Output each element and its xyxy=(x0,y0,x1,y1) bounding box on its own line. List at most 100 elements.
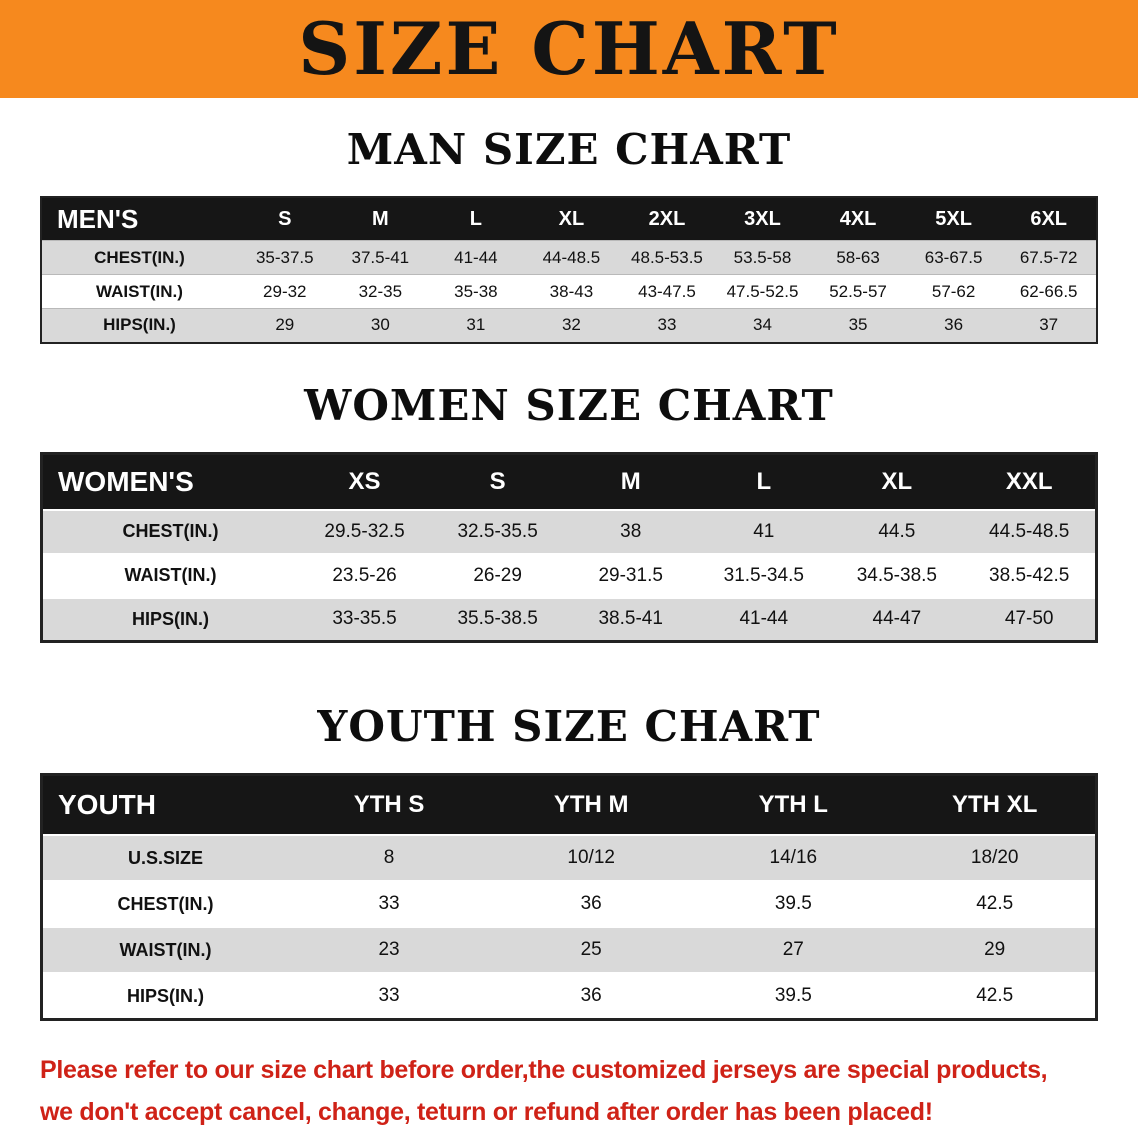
value-cell: 42.5 xyxy=(976,893,1014,915)
value-cell: 39.5 xyxy=(774,893,812,915)
banner-title: SIZE CHART xyxy=(298,6,840,91)
value-cell: 38.5-41 xyxy=(598,608,663,630)
size-header-row: YOUTH YTH S YTH M YTH L YTH XL xyxy=(41,774,1097,836)
size-header-row: WOMEN'S XS S M L XL XXL xyxy=(41,453,1097,510)
row-label-cell: CHEST(IN.) xyxy=(122,521,219,542)
value-cell: 44-47 xyxy=(872,608,922,630)
value-cell: 29 xyxy=(275,315,295,335)
measurement-row: WAIST(IN.) 23.5-26 26-29 29-31.5 31.5-34.5 34… xyxy=(41,553,1097,598)
value-cell: 35 xyxy=(848,315,868,335)
value-cell: 36 xyxy=(580,985,602,1007)
row-label-cell: WAIST(IN.) xyxy=(119,939,212,960)
disclaimer: Please refer to our size chart before or… xyxy=(40,1051,1138,1131)
row-label-cell: U.S.SIZE xyxy=(127,847,203,868)
value-cell: 32-35 xyxy=(358,281,403,301)
value-cell: 35.5-38.5 xyxy=(457,608,538,630)
measurement-row: U.S.SIZE 8 10/12 14/16 18/20 xyxy=(41,835,1097,882)
value-cell: 57-62 xyxy=(931,281,976,301)
value-cell: 47-50 xyxy=(1004,608,1054,630)
value-cell: 44.5-48.5 xyxy=(989,520,1070,542)
youth-section-heading: YOUTH SIZE CHART xyxy=(317,702,821,752)
size-label-cell: YTH M xyxy=(490,774,693,836)
value-cell: 36 xyxy=(944,315,964,335)
value-cell: 32 xyxy=(561,315,581,335)
disclaimer-line-1: Please refer to our size chart before or… xyxy=(40,1055,1048,1084)
value-cell: 37 xyxy=(1039,315,1059,335)
women-section-heading: WOMEN SIZE CHART xyxy=(304,380,834,430)
value-cell: 27 xyxy=(782,939,804,961)
value-cell: 43-47.5 xyxy=(638,281,696,301)
size-label-cell: YTH S xyxy=(288,774,491,836)
size-label-cell: XL xyxy=(830,453,964,510)
value-cell: 39.5 xyxy=(774,985,812,1007)
value-cell: 33-35.5 xyxy=(332,608,397,630)
value-cell: 34 xyxy=(753,315,772,335)
value-cell: 37.5-41 xyxy=(351,247,410,267)
value-cell: 48.5-53.5 xyxy=(631,247,703,267)
measurement-row: CHEST(IN.) 33 36 39.5 42.5 xyxy=(41,881,1097,928)
men-size-table: MEN'S S M L XL 2XL 3XL 4XL 5XL 6XL CHEST(IN.) 35-37… xyxy=(40,196,1098,344)
size-label-cell: S xyxy=(237,197,333,241)
measurement-row: HIPS(IN.) 33-35.5 35.5-38.5 38.5-41 41-44 44-… xyxy=(41,597,1097,642)
value-cell: 10/12 xyxy=(567,847,615,869)
men-section-heading: MAN SIZE CHART xyxy=(346,125,792,174)
measurement-row: WAIST(IN.) 29-32 32-35 35-38 38-43 43-47.5 47.… xyxy=(41,274,1097,309)
value-cell: 29-32 xyxy=(263,281,307,301)
value-cell: 41-44 xyxy=(739,608,789,630)
size-label-cell: XXL xyxy=(963,453,1097,510)
value-cell: 23.5-26 xyxy=(332,564,397,586)
value-cell: 31 xyxy=(466,315,486,335)
size-chart-banner: SIZE CHART xyxy=(0,0,1138,98)
table-title-cell: WOMEN'S xyxy=(41,453,298,510)
row-label-cell: WAIST(IN.) xyxy=(96,281,183,301)
value-cell: 35-38 xyxy=(454,281,498,301)
value-cell: 31.5-34.5 xyxy=(723,564,804,586)
size-label-cell: S xyxy=(431,453,565,510)
size-label-cell: 2XL xyxy=(619,197,715,241)
women-size-table: WOMEN'S XS S M L XL XXL CHEST(IN.) 29.5-32.5 32.5… xyxy=(40,451,1098,644)
size-label-cell: 6XL xyxy=(1001,197,1097,241)
size-header-row: MEN'S S M L XL 2XL 3XL 4XL 5XL 6XL xyxy=(41,197,1097,241)
value-cell: 30 xyxy=(370,315,390,335)
table-title-cell: MEN'S xyxy=(41,197,237,241)
value-cell: 41 xyxy=(753,520,775,542)
value-cell: 38.5-42.5 xyxy=(989,564,1070,586)
value-cell: 34.5-38.5 xyxy=(856,564,937,586)
value-cell: 53.5-58 xyxy=(733,247,792,267)
value-cell: 33 xyxy=(378,985,400,1007)
measurement-row: CHEST(IN.) 29.5-32.5 32.5-35.5 38 41 44.5 44.5… xyxy=(41,509,1097,554)
value-cell: 58-63 xyxy=(836,247,880,267)
size-label-cell: YTH L xyxy=(692,774,895,836)
value-cell: 44-48.5 xyxy=(542,247,601,267)
value-cell: 25 xyxy=(580,939,602,961)
value-cell: 23 xyxy=(378,939,400,961)
value-cell: 36 xyxy=(580,893,602,915)
value-cell: 42.5 xyxy=(976,985,1014,1007)
value-cell: 41-44 xyxy=(454,247,498,267)
youth-size-section: YOUTH SIZE CHART YOUTH YTH S YTH M YTH L YTH… xyxy=(0,705,1138,1021)
measurement-row: CHEST(IN.) 35-37.5 37.5-41 41-44 44-48.5 48.5… xyxy=(41,240,1097,275)
value-cell: 38 xyxy=(620,520,642,542)
youth-size-table: YOUTH YTH S YTH M YTH L YTH XL U.S.SIZE 8 10/12… xyxy=(40,773,1098,1021)
row-label-cell: CHEST(IN.) xyxy=(117,893,214,914)
value-cell: 8 xyxy=(383,847,395,869)
row-label-cell: CHEST(IN.) xyxy=(94,247,185,267)
value-cell: 26-29 xyxy=(473,564,522,586)
value-cell: 63-67.5 xyxy=(924,247,983,267)
size-label-cell: 5XL xyxy=(905,197,1002,241)
value-cell: 33 xyxy=(657,315,677,335)
size-label-cell: L xyxy=(697,453,831,510)
measurement-row: WAIST(IN.) 23 25 27 29 xyxy=(41,927,1097,974)
row-label-cell: HIPS(IN.) xyxy=(131,608,209,629)
size-label-cell: M xyxy=(564,453,698,510)
measurement-row: HIPS(IN.) 33 36 39.5 42.5 xyxy=(41,973,1097,1020)
table-title-cell: YOUTH xyxy=(41,774,288,836)
value-cell: 35-37.5 xyxy=(255,247,314,267)
value-cell: 32.5-35.5 xyxy=(457,520,538,542)
value-cell: 44.5 xyxy=(878,520,916,542)
value-cell: 18/20 xyxy=(970,847,1019,869)
row-label-cell: HIPS(IN.) xyxy=(126,985,204,1006)
value-cell: 47.5-52.5 xyxy=(726,281,799,301)
size-label-cell: 4XL xyxy=(810,197,906,241)
value-cell: 38-43 xyxy=(549,281,594,301)
